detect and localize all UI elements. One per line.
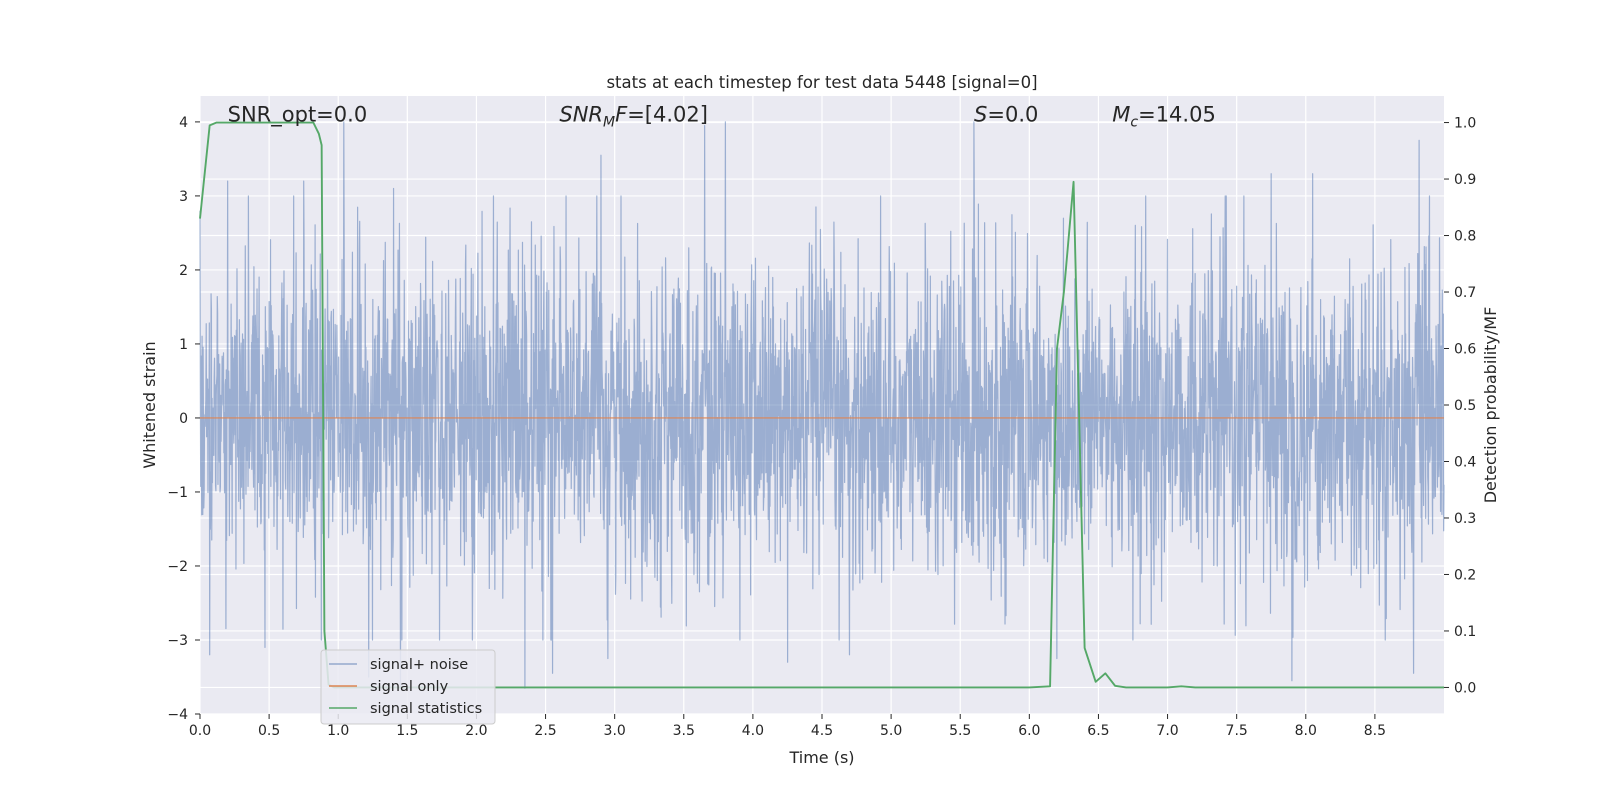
x-tick-label: 1.0 [327,723,349,739]
x-axis-label: Time (s) [788,748,854,767]
y-tick-label-right: 0.5 [1454,398,1476,414]
x-tick-label: 0.0 [189,723,211,739]
x-tick-label: 8.5 [1364,723,1386,739]
x-tick-label: 1.5 [396,723,418,739]
x-tick-label: 3.5 [673,723,695,739]
legend-label-signal-statistics: signal statistics [370,701,482,717]
y-tick-label-left: −4 [167,707,188,723]
y-tick-label-left: 3 [179,189,188,205]
annotation-1: SNRMF=[4.02] [559,103,708,131]
chart-title: stats at each timestep for test data 544… [606,73,1037,92]
y-tick-label-right: 1.0 [1454,116,1476,132]
y-tick-label-right: 0.3 [1454,511,1476,527]
x-tick-label: 4.5 [811,723,833,739]
signal-noise-line [199,121,1445,689]
x-tick-label: 5.5 [949,723,971,739]
annotation-3: Mc=14.05 [1112,103,1216,131]
y-tick-label-right: 0.0 [1454,680,1476,696]
tick-labels: 0.0 0.5 1.0 1.5 2.0 2.5 3.0 3.5 4.0 4.5 5.0 5.5 6.0 6… [167,115,1476,739]
series-signal-statistics [199,121,1444,689]
legend: signal+ noise signal only signal statist… [320,649,496,725]
y-tick-label-right: 0.2 [1454,567,1476,583]
legend-label-signal-noise: signal+ noise [370,657,468,673]
annotation-0: SNR_opt=0.0 [228,103,368,128]
legend-label-signal-only: signal only [370,679,449,695]
y-tick-label-right: 0.4 [1454,454,1476,470]
x-tick-label: 7.5 [1226,723,1248,739]
y-tick-label-left: −3 [167,633,188,649]
y-tick-label-left: 1 [179,337,188,353]
legend-box [320,649,496,725]
y-tick-label-right: 0.1 [1454,624,1476,640]
y-tick-label-left: −2 [167,559,188,575]
x-tick-label: 3.0 [604,723,626,739]
annotation-2: S=0.0 [974,103,1038,127]
y-axis-label-right: Detection probability/MF [1481,307,1500,504]
y-axis-label-left: Whitened strain [140,341,159,468]
x-tick-label: 8.0 [1295,723,1317,739]
annotations: SNR_opt=0.0 SNRMF=[4.02] S=0.0 Mc=14.05 [228,103,1216,131]
x-tick-label: 0.5 [258,723,280,739]
x-tick-label: 6.0 [1018,723,1040,739]
y-tick-label-left: 4 [179,115,188,131]
y-tick-label-left: 0 [179,411,188,427]
x-tick-label: 2.5 [534,723,556,739]
x-tick-label: 2.0 [465,723,487,739]
x-tick-label: 7.0 [1156,723,1178,739]
y-tick-label-right: 0.8 [1454,229,1476,245]
series-signal-noise [199,121,1445,689]
y-tick-label-right: 0.6 [1454,342,1476,358]
y-tick-label-left: −1 [167,485,188,501]
signal-statistics-line [199,121,1444,689]
x-tick-label: 4.0 [742,723,764,739]
x-tick-label: 5.0 [880,723,902,739]
x-tick-label: 6.5 [1087,723,1109,739]
y-tick-label-right: 0.9 [1454,172,1476,188]
y-tick-label-left: 2 [179,263,188,279]
y-tick-label-right: 0.7 [1454,285,1476,301]
